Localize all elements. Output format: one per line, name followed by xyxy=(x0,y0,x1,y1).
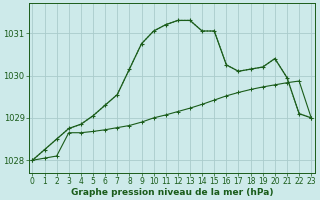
X-axis label: Graphe pression niveau de la mer (hPa): Graphe pression niveau de la mer (hPa) xyxy=(71,188,273,197)
